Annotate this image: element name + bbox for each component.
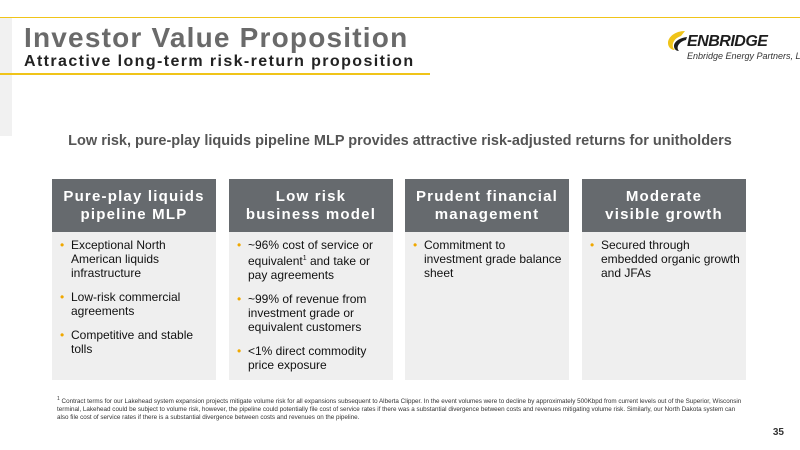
footnote-marker: 1 bbox=[57, 396, 60, 402]
side-accent-bar bbox=[0, 18, 12, 136]
list-item: • <1% direct commodity price exposure bbox=[237, 344, 367, 372]
column-header: Pure-play liquids pipeline MLP bbox=[52, 179, 216, 232]
column-prudent-financial: Prudent financial management • Commitment … bbox=[405, 179, 569, 380]
bullet-icon: • bbox=[237, 238, 242, 252]
column-low-risk: Low risk business model • ~96% cost of ser… bbox=[229, 179, 393, 380]
column-moderate-growth: Moderate visible growth • Secured through … bbox=[582, 179, 746, 380]
column-body: • Secured through embedded organic growth… bbox=[582, 232, 746, 380]
column-title-line2: management bbox=[434, 205, 540, 223]
bullet-icon: • bbox=[60, 328, 65, 342]
list-item: • Competitive and stable tolls bbox=[60, 328, 194, 356]
column-pure-play: Pure-play liquids pipeline MLP • Exception… bbox=[52, 179, 216, 380]
bullet-icon: • bbox=[237, 292, 242, 306]
bullet-icon: • bbox=[60, 290, 65, 304]
list-item: • Commitment to investment grade balance … bbox=[413, 238, 562, 280]
page-title: Investor Value Proposition bbox=[24, 22, 409, 53]
enbridge-flame-icon bbox=[668, 31, 687, 51]
bullet-icon: • bbox=[590, 238, 595, 252]
logo-tagline: Enbridge Energy Partners, L.P. bbox=[687, 51, 800, 61]
top-accent-rule bbox=[0, 17, 800, 18]
column-header: Prudent financial management bbox=[405, 179, 569, 232]
list-item: • ~99% of revenue from investment grade o… bbox=[237, 292, 367, 334]
subtitle-underline bbox=[0, 73, 430, 75]
column-title-line1: Moderate bbox=[625, 187, 703, 205]
bullet-icon: • bbox=[237, 344, 242, 358]
column-body: • ~96% cost of service or equivalent1 and… bbox=[229, 232, 393, 380]
column-body: • Exceptional North American liquids infr… bbox=[52, 232, 216, 380]
column-title-line2: pipeline MLP bbox=[80, 205, 188, 223]
column-title-line1: Pure-play liquids bbox=[63, 187, 205, 205]
column-title-line1: Prudent financial bbox=[415, 187, 559, 205]
list-item: • ~96% cost of service or equivalent1 and… bbox=[237, 238, 374, 282]
list-item: • Exceptional North American liquids infr… bbox=[60, 238, 166, 280]
page-subtitle: Attractive long-term risk-return proposi… bbox=[24, 53, 415, 70]
column-header: Low risk business model bbox=[229, 179, 393, 232]
list-item: • Secured through embedded organic growth… bbox=[590, 238, 740, 280]
column-title-line1: Low risk bbox=[275, 187, 347, 205]
column-body: • Commitment to investment grade balance … bbox=[405, 232, 569, 380]
enbridge-logo: ENBRIDGE Enbridge Energy Partners, L.P. bbox=[665, 27, 800, 67]
logo-wordmark: ENBRIDGE bbox=[687, 33, 768, 50]
footnote-text: Contract terms for our Lakehead system e… bbox=[57, 398, 742, 422]
footnote: 1 Contract terms for our Lakehead system… bbox=[57, 395, 747, 422]
column-header: Moderate visible growth bbox=[582, 179, 746, 232]
bullet-icon: • bbox=[60, 238, 65, 252]
page-number: 35 bbox=[772, 427, 784, 438]
headline: Low risk, pure-play liquids pipeline MLP… bbox=[68, 133, 732, 149]
column-title-line2: business model bbox=[245, 205, 377, 223]
column-title-line2: visible growth bbox=[605, 205, 723, 223]
footnote-ref: 1 bbox=[302, 255, 307, 262]
bullet-icon: • bbox=[413, 238, 418, 252]
list-item: • Low-risk commercial agreements bbox=[60, 290, 181, 318]
